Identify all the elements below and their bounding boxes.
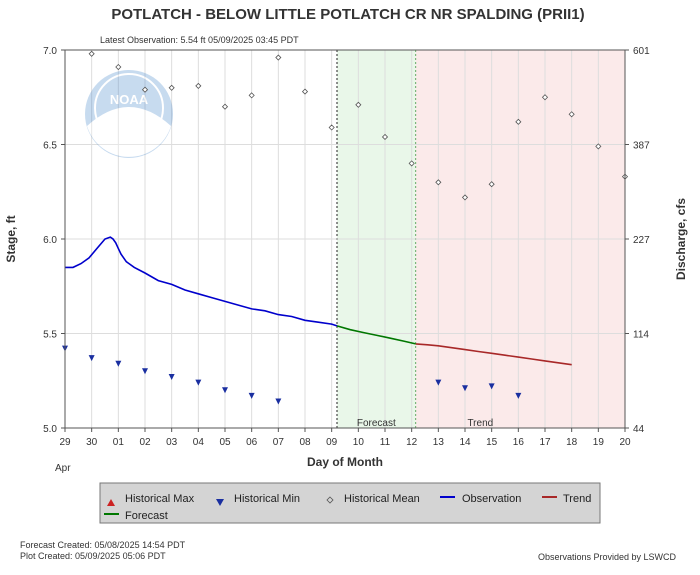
y-left-tick-label: 5.0 (43, 424, 57, 435)
legend-box (99, 482, 601, 524)
x-tick-label: 17 (539, 437, 551, 448)
plot-area: NOAA (62, 49, 629, 429)
y-right-tick-label: 114 (633, 330, 649, 341)
historical-min-point (275, 398, 282, 405)
x-tick-label: 10 (353, 437, 365, 448)
series-layer (65, 236, 572, 366)
x-tick-label: 16 (513, 437, 525, 448)
historical-mean-point (301, 88, 309, 95)
y-left-tick-label: 6.5 (43, 141, 57, 152)
x-tick-label: 13 (433, 437, 445, 448)
historical-mean-point (568, 111, 575, 118)
plot-created: Plot Created: 05/09/2025 05:06 PDT (20, 551, 166, 561)
legend: Historical Max Historical Min Historical… (99, 482, 601, 524)
historical-min-triangle-icon (216, 499, 224, 506)
historical-mean-point (408, 160, 415, 167)
historical-min-point (115, 360, 122, 367)
series-line-observation (65, 236, 338, 327)
historical-mean-point (488, 181, 495, 188)
y-right-tick-label: 387 (633, 141, 650, 152)
series-line-trend (415, 343, 572, 366)
legend-historical-min: Historical Min (234, 493, 300, 505)
historical-mean-point (595, 143, 602, 150)
historical-mean-point (115, 63, 122, 71)
historical-mean-point (275, 54, 282, 61)
x-tick-label: 07 (273, 437, 285, 448)
noaa-logo-text: NOAA (110, 92, 149, 107)
historical-mean-diamond-icon (326, 496, 334, 504)
x-tick-label: 01 (113, 437, 125, 448)
historical-max-triangle-icon (107, 499, 115, 506)
historical-mean-point (328, 124, 335, 131)
historical-min-point (248, 392, 255, 399)
zone-label-forecast: Forecast (357, 418, 396, 429)
y-right-tick-label: 44 (633, 424, 645, 435)
historical-min-point (195, 379, 202, 386)
historical-min-point (168, 373, 175, 380)
x-tick-label: 11 (380, 437, 391, 448)
historical-mean-point (541, 94, 549, 101)
y-left-tick-label: 5.5 (43, 330, 57, 341)
x-tick-label: 08 (299, 437, 311, 448)
y-axis-right-label: Discharge, cfs (674, 198, 688, 280)
legend-forecast: Forecast (125, 510, 168, 522)
x-tick-label: 04 (193, 437, 205, 448)
x-tick-label: 20 (619, 437, 631, 448)
historical-mean-point (461, 194, 469, 201)
x-tick-label: 30 (86, 437, 98, 448)
data-provider: Observations Provided by LSWCD (538, 552, 677, 562)
forecast-created: Forecast Created: 05/08/2025 14:54 PDT (20, 540, 186, 550)
historical-mean-point (435, 179, 442, 186)
x-tick-label: 09 (326, 437, 338, 448)
zone-label-trend: Trend (467, 418, 493, 429)
x-tick-label: 03 (166, 437, 178, 448)
chart-title: POTLATCH - BELOW LITTLE POTLATCH CR NR S… (111, 6, 584, 23)
historical-mean-point (88, 50, 95, 57)
historical-min-point (488, 383, 495, 390)
x-tick-label: 15 (486, 437, 498, 448)
x-axis-month-label: Apr (55, 463, 71, 474)
historical-min-point (435, 379, 442, 386)
x-tick-label: 14 (459, 437, 471, 448)
historical-mean-point (141, 86, 149, 93)
x-tick-label: 12 (406, 437, 418, 448)
x-tick-label: 05 (219, 437, 231, 448)
x-tick-label: 06 (246, 437, 258, 448)
x-tick-label: 19 (593, 437, 605, 448)
y-axis-left-label: Stage, ft (4, 215, 18, 262)
historical-mean-point (355, 101, 362, 108)
x-tick-label: 02 (139, 437, 151, 448)
marker-layer (62, 50, 629, 405)
historical-min-point (462, 385, 468, 392)
historical-mean-point (195, 82, 202, 89)
historical-min-point (88, 355, 95, 362)
y-right-tick-label: 601 (633, 46, 650, 57)
x-tick-label: 18 (566, 437, 578, 448)
historical-mean-point (248, 92, 255, 99)
y-axis-left-ticks: 5.0 5.5 6.0 6.5 7.0 (43, 46, 65, 435)
latest-observation: Latest Observation: 5.54 ft 05/09/2025 0… (100, 35, 299, 45)
legend-trend: Trend (563, 493, 591, 505)
historical-mean-point (381, 133, 389, 141)
series-line-forecast (336, 325, 416, 345)
y-axis-right-ticks: 44 114 227 387 601 (625, 46, 650, 435)
historical-mean-point (515, 118, 522, 125)
y-right-tick-label: 227 (633, 235, 650, 246)
noaa-logo: NOAA (85, 70, 173, 158)
y-left-tick-label: 6.0 (43, 235, 57, 246)
x-tick-label: 29 (59, 437, 71, 448)
x-axis-ticks: 29 30 01 02 03 04 05 06 07 08 09 10 11 12 13 14 15 16 17 18… (59, 428, 631, 448)
historical-mean-point (221, 103, 229, 110)
historical-min-point (515, 392, 522, 399)
y-left-tick-label: 7.0 (43, 46, 57, 57)
historical-min-point (142, 368, 148, 375)
legend-historical-max: Historical Max (125, 493, 195, 505)
legend-observation: Observation (462, 493, 521, 505)
legend-historical-mean: Historical Mean (344, 493, 420, 505)
historical-min-point (222, 387, 228, 394)
x-axis-label: Day of Month (307, 455, 383, 469)
historical-mean-point (168, 84, 175, 91)
